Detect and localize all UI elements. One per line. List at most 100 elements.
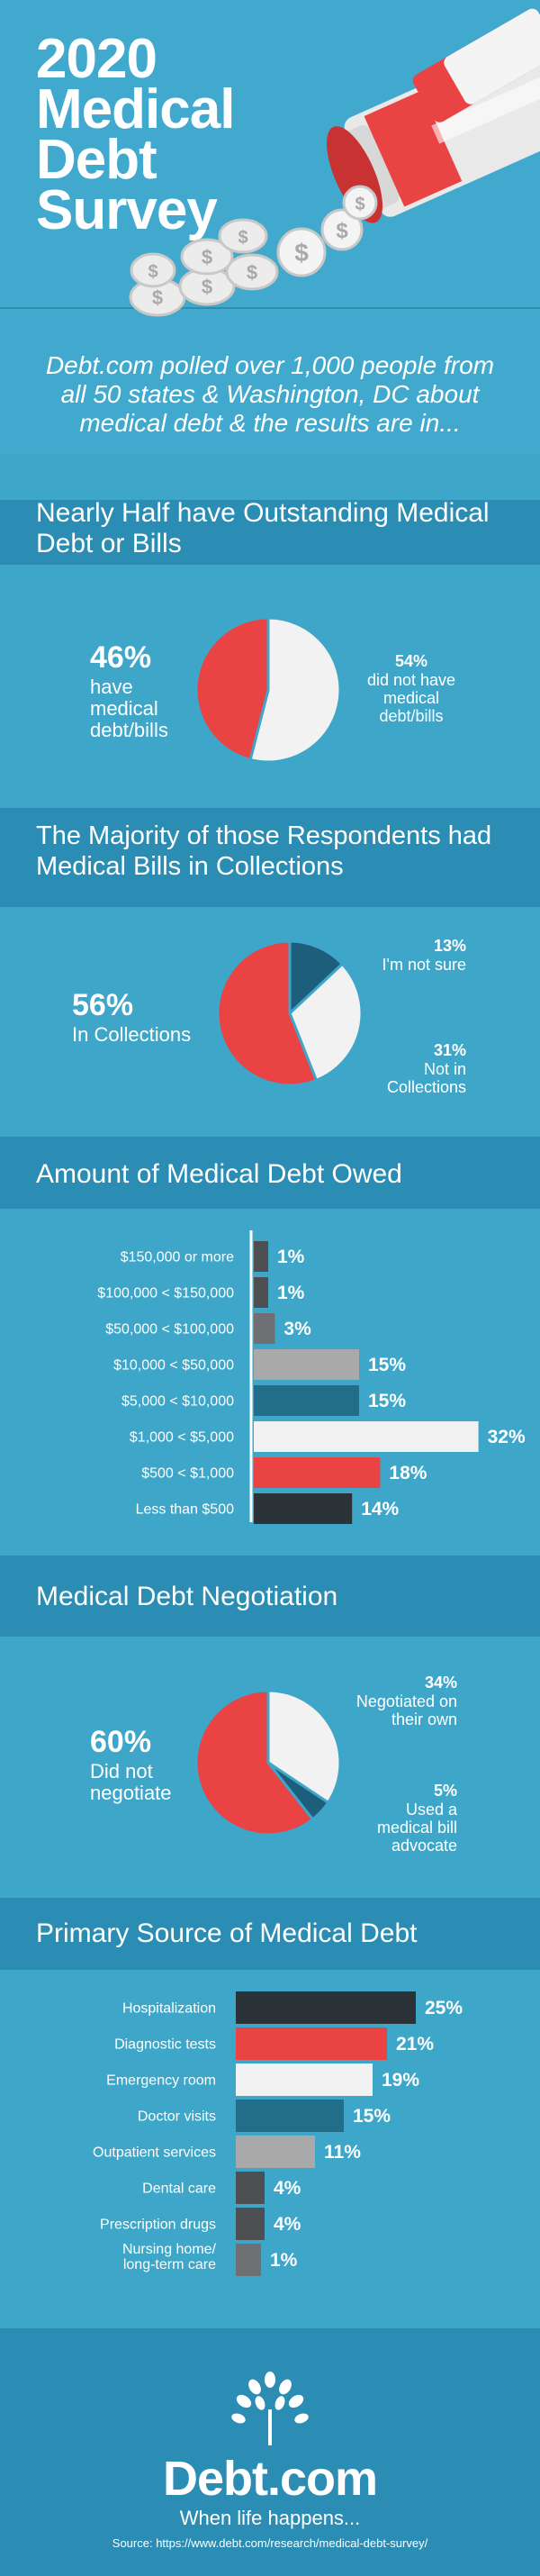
section-header: Primary Source of Medical Debt [0,1898,540,1970]
stat-label: Not in Collections [386,1060,466,1096]
stat-percent: 54% [394,652,428,670]
value-label: 1% [270,2250,298,2271]
bar [236,1991,416,2024]
pie-slice-not-in-collections [288,962,364,1083]
amount-section: $150,000 or more 1% $100,000 < $150,000 1% $… [0,1209,540,1556]
stat-label: have medical debt/bills [90,676,168,741]
tagline: When life happens... [179,2507,361,2529]
hero-section: 2020 Medical Debt Survey $ $ [0,0,540,455]
value-label: 4% [274,2214,302,2235]
bar [236,2172,265,2204]
value-label: 18% [389,1463,427,1483]
intro-text: Debt.com polled over 1,000 people from a… [45,351,495,437]
stat-percent: 34% [424,1673,457,1692]
value-label: 1% [277,1283,305,1303]
category-label: Doctor visits [138,2109,216,2125]
collections-section: 56% In Collections 13% I'm not sure 31% … [0,907,540,1137]
bar [236,2136,315,2168]
value-label: 1% [277,1247,305,1267]
stat-percent: 5% [433,1782,457,1800]
category-label: $500 < $1,000 [141,1466,234,1482]
title-line: Medical [36,78,235,141]
category-label: $1,000 < $5,000 [130,1430,234,1446]
svg-text:$: $ [294,239,309,267]
category-label: Nursing home/long-term care [122,2242,217,2272]
bar-chart: Hospitalization 25% Diagnostic tests 21% Eme… [93,1991,463,2276]
footer: Debt.com When life happens... [0,2328,540,2576]
section-title: Nearly Half have Outstanding Medical Deb… [36,498,490,558]
pie-chart [216,939,364,1087]
title-line: Survey [36,179,218,241]
bar [254,1313,275,1344]
value-label: 32% [488,1427,526,1447]
value-label: 3% [284,1319,311,1339]
category-label: Outpatient services [93,2145,216,2161]
category-label: Prescription drugs [100,2218,216,2233]
category-label: $100,000 < $150,000 [97,1286,234,1302]
section-header: Nearly Half have Outstanding Medical Deb… [0,498,540,565]
section-header: Medical Debt Negotiation [0,1556,540,1637]
pill-bottle-coins-icon: $ $ $ $ $ $ $ $ $ [129,8,540,317]
bar [236,2027,387,2060]
category-label: $50,000 < $100,000 [105,1322,234,1338]
stat-label: Negotiated on their own [356,1692,457,1728]
section-title: Amount of Medical Debt Owed [36,1159,402,1189]
stat-percent: 56% [72,988,134,1022]
divider [0,307,540,309]
logo: Debt.com [162,2452,378,2506]
pie-chart [194,616,342,764]
page-title: 2020 Medical Debt Survey [36,28,306,241]
bar-chart: $150,000 or more 1% $100,000 < $150,000 1% $… [97,1230,526,1524]
pie-slice-did-not-negotiate [194,1689,315,1837]
svg-text:$: $ [202,276,212,298]
value-label: 25% [425,1998,463,2018]
source-section: Hospitalization 25% Diagnostic tests 21% Eme… [0,1970,540,2328]
section-title: Primary Source of Medical Debt [36,1918,418,1948]
pie-slice-did-not-have-medical-debt-bills [248,616,342,764]
pie-chart [194,1689,342,1837]
svg-text:$: $ [148,262,158,282]
section-header: The Majority of those Respondents had Me… [0,808,540,907]
value-label: 15% [368,1355,406,1375]
bar [236,2244,261,2276]
title-line: 2020 [36,28,158,90]
value-label: 21% [396,2034,434,2054]
source-link[interactable]: Source: https://www.debt.com/research/me… [112,2536,428,2550]
stat-percent: 60% [90,1725,152,1759]
value-label: 14% [361,1499,399,1519]
category-label: Diagnostic tests [114,2037,216,2053]
bar [254,1241,268,1272]
value-label: 4% [274,2178,302,2199]
svg-text:$: $ [202,246,212,268]
stat-percent: 46% [90,640,152,675]
category-label: $10,000 < $50,000 [113,1358,234,1374]
value-label: 11% [324,2142,361,2163]
bar [254,1349,359,1380]
category-label: Hospitalization [122,2001,216,2017]
bar [254,1421,479,1452]
value-label: 15% [368,1391,406,1411]
outstanding-section: 46% have medical debt/bills 54% did not … [0,565,540,808]
section-header: Amount of Medical Debt Owed [0,1137,540,1209]
stat-percent: 31% [433,1041,466,1059]
bar [254,1277,268,1308]
stat-percent: 13% [433,937,466,955]
bar [254,1493,353,1524]
category-label: $150,000 or more [121,1250,234,1265]
svg-text:$: $ [336,219,348,243]
pie-slice-have-medical-debt-bills [194,616,270,762]
section-title: The Majority of those Respondents had Me… [36,821,492,881]
category-label: Dental care [142,2181,216,2197]
bar [236,2100,344,2132]
negotiation-section: 60% Did not negotiate 34% Negotiated on … [0,1637,540,1898]
svg-text:$: $ [247,261,257,284]
category-label: Less than $500 [136,1502,235,1518]
coins: $ $ $ $ $ $ $ $ $ [129,185,378,317]
value-label: 15% [353,2106,391,2127]
tree-icon [231,2372,309,2445]
title-line: Debt [36,129,158,191]
pie-slice-in-collections [216,939,319,1087]
bar [254,1457,381,1488]
value-label: 19% [382,2070,419,2091]
